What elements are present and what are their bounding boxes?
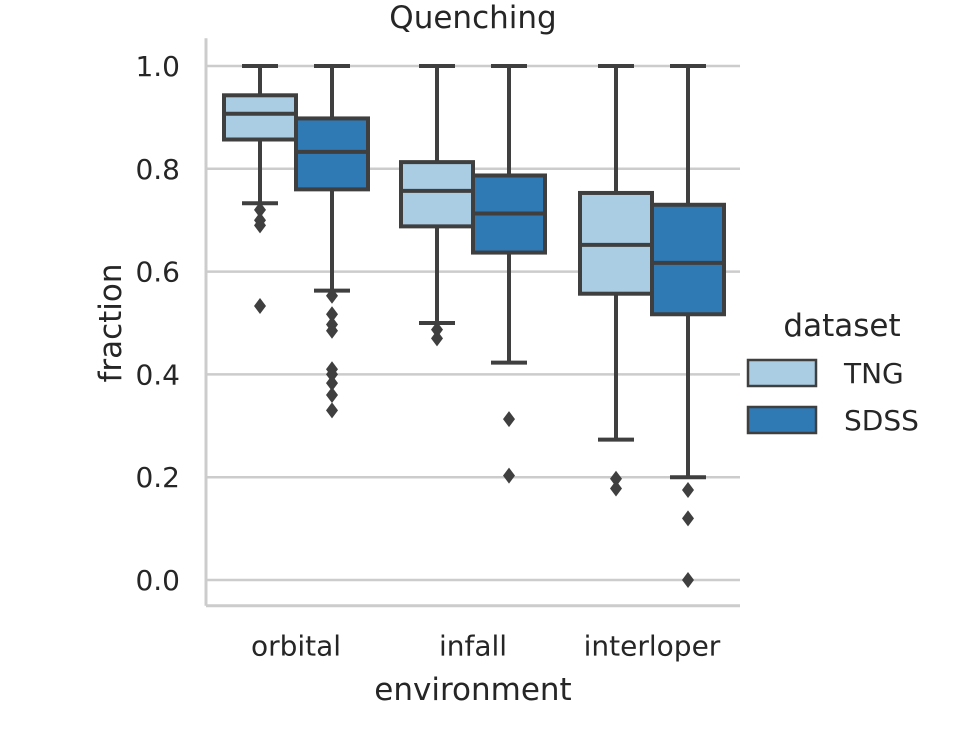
axes [204,38,740,608]
box-sdss-orbital [294,64,370,419]
outlier-point [682,482,694,499]
outlier-point [326,366,338,383]
x-tick-labels: orbital infall interloper [251,630,721,663]
x-tick-label: orbital [251,630,341,663]
legend: dataset TNG SDSS [746,308,919,437]
y-tick-label: 0.8 [135,153,180,186]
y-tick-labels: 0.0 0.2 0.4 0.6 0.8 1.0 [135,50,180,597]
box-iqr [294,116,370,192]
outlier-point [254,298,266,315]
legend-label-tng: TNG [843,357,904,390]
grid-lines [206,64,740,582]
x-tick-label: infall [439,630,507,663]
outlier-point [503,411,515,428]
box-sdss-infall [471,64,547,484]
y-tick-label: 0.4 [135,358,180,391]
legend-swatch-tng [746,358,818,388]
legend-swatch-sdss [746,405,818,435]
outlier-point [610,480,622,497]
y-tick-label: 1.0 [135,50,180,83]
x-axis-label: environment [374,672,571,708]
outlier-point [503,467,515,484]
legend-title: dataset [783,308,900,344]
outlier-point [326,386,338,403]
outlier-point [326,375,338,392]
box-tng-interloper [578,64,654,497]
outlier-point [326,402,338,419]
outlier-point [326,287,338,304]
box-plots [222,64,726,588]
y-tick-label: 0.2 [135,461,180,494]
outlier-point [254,201,266,218]
y-axis-label: fraction [93,263,129,382]
legend-label-sdss: SDSS [844,404,919,437]
outlier-point [431,321,443,338]
outlier-point [326,322,338,339]
box-tng-orbital [222,64,298,315]
outlier-point [682,510,694,527]
y-tick-label: 0.0 [135,564,180,597]
outlier-point [682,572,694,588]
box-sdss-interloper [650,64,726,588]
outlier-point [254,217,266,234]
outlier-point [610,470,622,487]
box-iqr [222,93,298,142]
outlier-point [326,306,338,323]
box-iqr [399,160,475,229]
y-tick-label: 0.6 [135,256,180,289]
box-iqr [650,202,726,317]
box-tng-infall [399,64,475,347]
chart-title: Quenching [389,0,556,36]
x-tick-label: interloper [584,630,721,663]
outlier-point [431,330,443,347]
